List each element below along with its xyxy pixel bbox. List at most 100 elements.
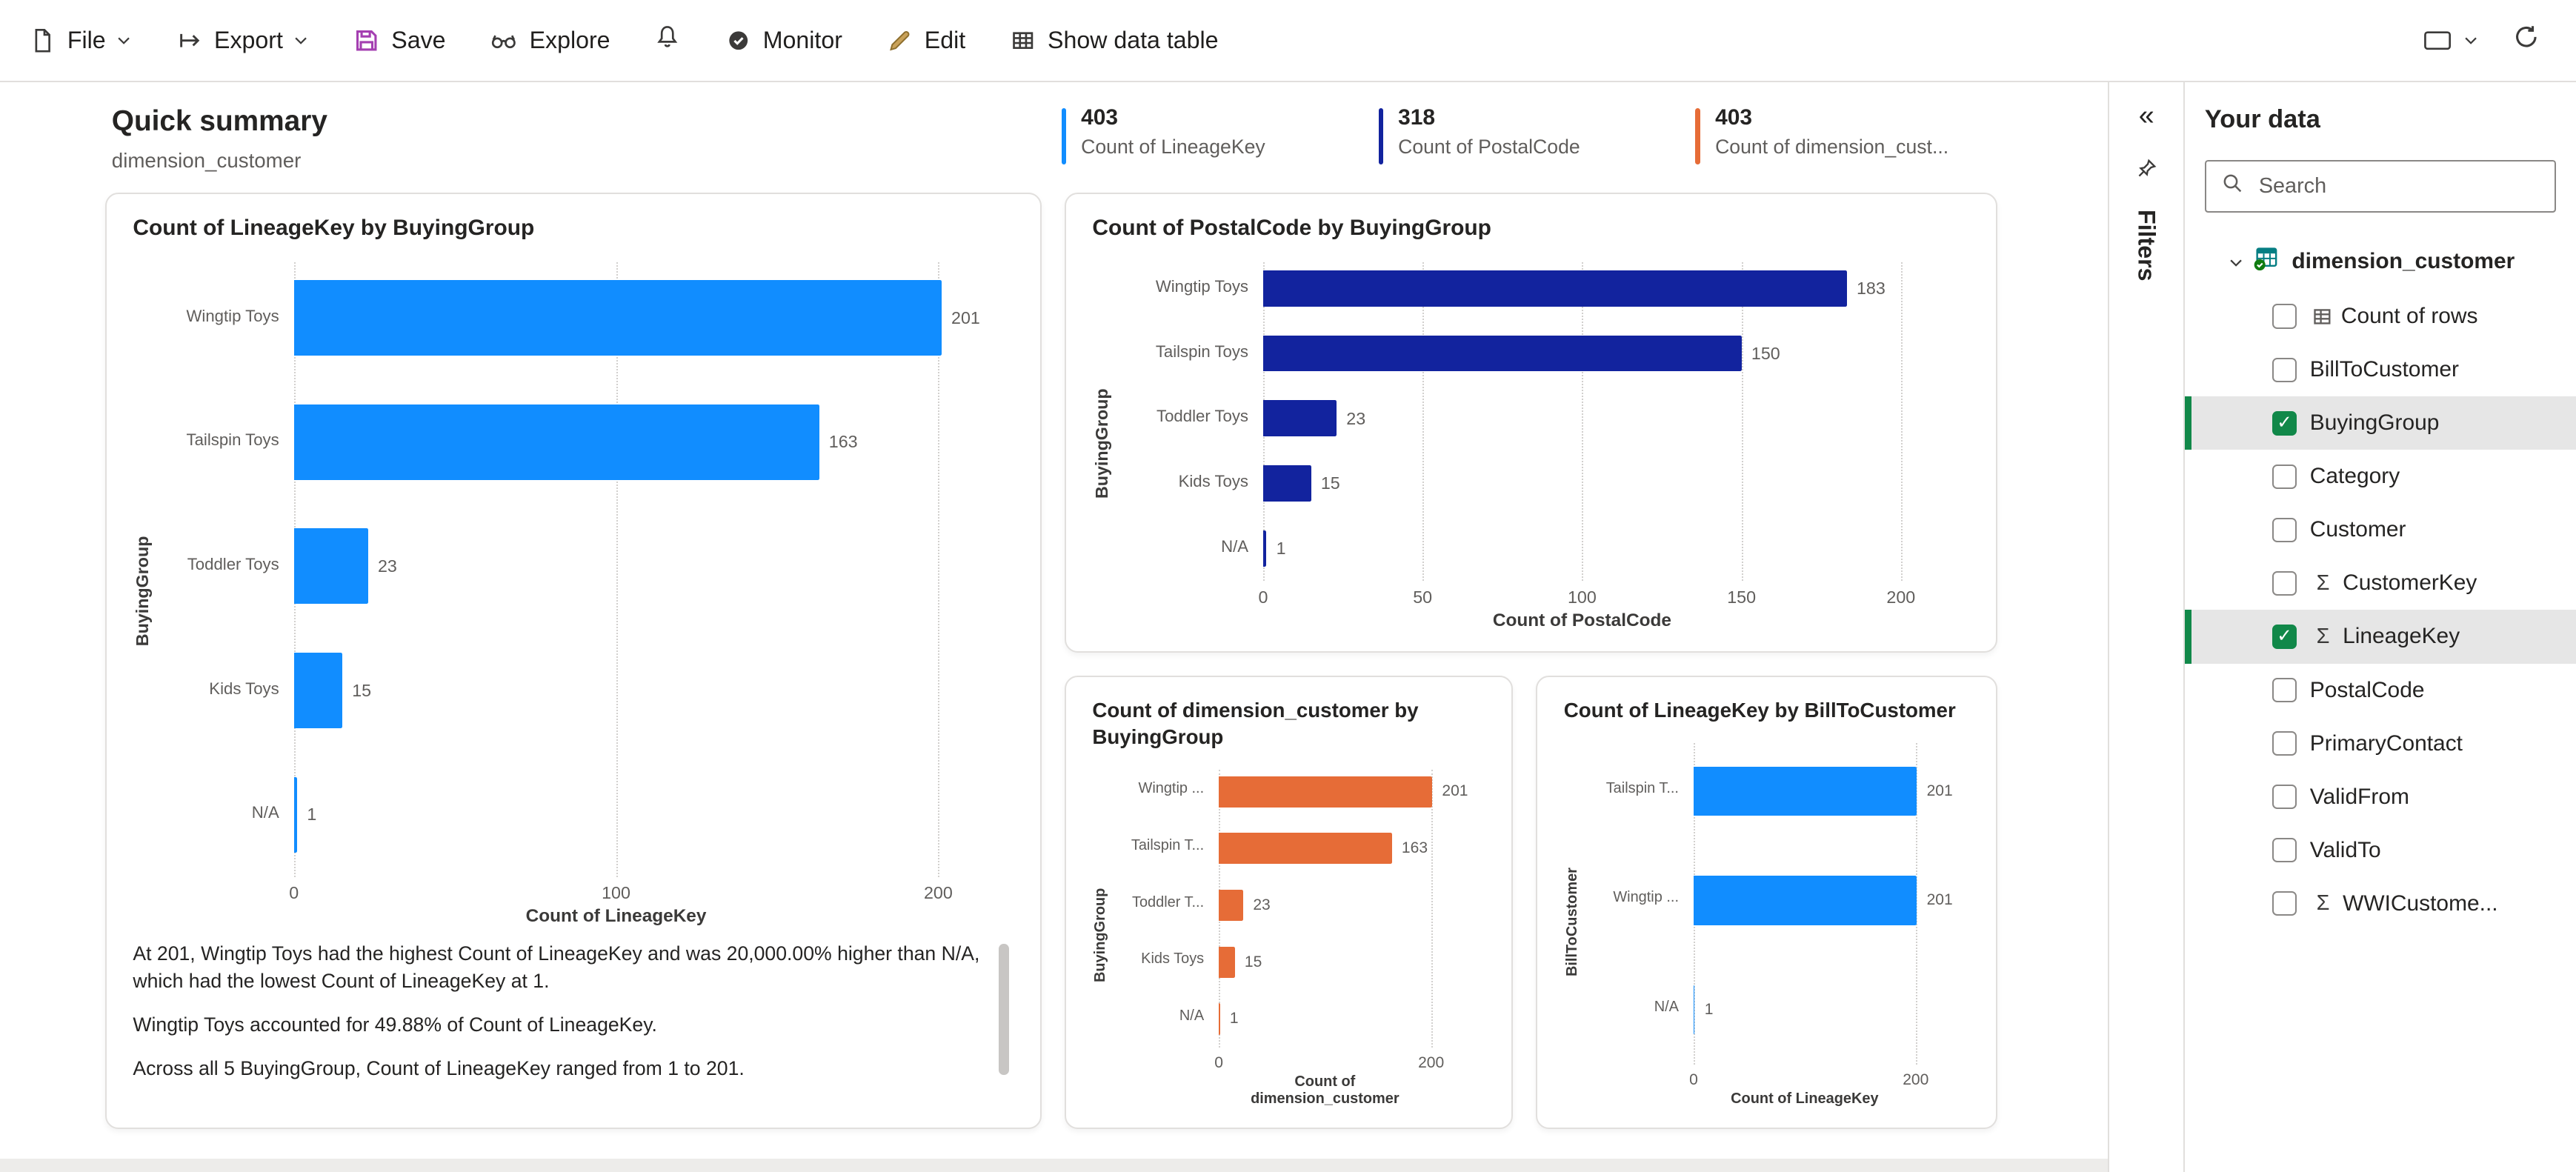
edit-button[interactable]: Edit bbox=[887, 27, 965, 54]
field-row-buyinggroup[interactable]: ✓ BuyingGroup bbox=[2185, 396, 2576, 450]
field-row-customerkey[interactable]: Σ CustomerKey bbox=[2185, 556, 2576, 610]
field-row-postalcode[interactable]: PostalCode bbox=[2185, 664, 2576, 717]
sigma-icon: Σ bbox=[2316, 624, 2330, 648]
explore-button[interactable]: Explore bbox=[490, 27, 610, 54]
bar-tailspin-t[interactable] bbox=[1693, 766, 1917, 816]
category-label-tailspin-toys: Tailspin Toys bbox=[186, 430, 279, 450]
insight-text: At 201, Wingtip Toys had the highest Cou… bbox=[133, 942, 980, 992]
pin-icon[interactable] bbox=[2135, 156, 2158, 187]
field-row-validfrom[interactable]: ValidFrom bbox=[2185, 770, 2576, 824]
notifications-button[interactable] bbox=[654, 24, 680, 56]
value-label: 150 bbox=[1751, 343, 1780, 363]
x-axis: 0 200 bbox=[1214, 1048, 1444, 1072]
stat-accent-bar bbox=[1378, 108, 1384, 164]
field-row-category[interactable]: Category bbox=[2185, 450, 2576, 503]
save-button[interactable]: Save bbox=[353, 27, 446, 54]
value-label: 1 bbox=[1276, 539, 1286, 559]
pencil-icon bbox=[887, 27, 913, 53]
checkbox-validfrom[interactable] bbox=[2272, 785, 2297, 810]
field-row-count-of-rows[interactable]: Count of rows bbox=[2185, 290, 2576, 343]
checkbox-postalcode[interactable] bbox=[2272, 677, 2297, 703]
monitor-button[interactable]: Monitor bbox=[725, 27, 842, 54]
bar-tailspin-toys[interactable] bbox=[1262, 335, 1742, 372]
field-label: Category bbox=[2309, 464, 2400, 489]
stat-count-of-dimension-customer[interactable]: 403 Count of dimension_cust... bbox=[1695, 105, 1999, 164]
gridline bbox=[1741, 262, 1743, 582]
gridline bbox=[1431, 770, 1433, 1048]
export-label: Export bbox=[214, 26, 283, 53]
bar-wingtip[interactable] bbox=[1693, 876, 1917, 925]
value-label: 23 bbox=[1253, 896, 1271, 913]
bar-wingtip-toys[interactable] bbox=[1262, 270, 1847, 307]
y-axis-title: BillToCustomer bbox=[1563, 868, 1580, 977]
selection-accent-bar bbox=[2185, 664, 2191, 717]
field-row-wwicustome[interactable]: Σ WWICustome... bbox=[2185, 877, 2576, 930]
checkbox-buyinggroup[interactable]: ✓ bbox=[2272, 410, 2297, 436]
tick-label: 200 bbox=[923, 883, 953, 903]
category-label-n-a: N/A bbox=[251, 803, 279, 822]
value-label: 23 bbox=[377, 556, 397, 576]
file-button[interactable]: File bbox=[30, 27, 132, 54]
checkbox-customerkey[interactable] bbox=[2272, 570, 2297, 596]
category-label-n-a: N/A bbox=[1221, 536, 1249, 556]
bar-wingtip-toys[interactable] bbox=[293, 280, 942, 356]
checkbox-count-of-rows[interactable] bbox=[2272, 304, 2297, 329]
y-axis-title: BuyingGroup bbox=[1092, 888, 1109, 983]
gridline bbox=[616, 262, 618, 877]
bar-toddler-toys[interactable] bbox=[1262, 400, 1337, 437]
horizontal-scrollbar[interactable] bbox=[0, 1159, 2109, 1172]
field-row-lineagekey[interactable]: ✓ Σ LineageKey bbox=[2185, 610, 2576, 664]
view-switcher-button[interactable] bbox=[2422, 27, 2480, 53]
value-label: 1 bbox=[307, 805, 317, 825]
search-input[interactable] bbox=[2255, 172, 2540, 201]
stat-count-of-postalcode[interactable]: 318 Count of PostalCode bbox=[1378, 105, 1683, 164]
field-row-customer[interactable]: Customer bbox=[2185, 503, 2576, 556]
card-lineagekey-by-billtocustomer: Count of LineageKey by BillToCustomer Bi… bbox=[1536, 675, 1998, 1129]
checkbox-wwicustome[interactable] bbox=[2272, 891, 2297, 916]
bar-n-a[interactable] bbox=[293, 776, 298, 853]
show-data-table-button[interactable]: Show data table bbox=[1010, 27, 1219, 54]
category-label-toddler-toys: Toddler Toys bbox=[187, 554, 279, 573]
summary-header: Quick summary dimension_customer 403 Coun… bbox=[0, 82, 2108, 173]
export-button[interactable]: Export bbox=[176, 27, 309, 54]
field-row-primarycontact[interactable]: PrimaryContact bbox=[2185, 717, 2576, 770]
value-label: 201 bbox=[1926, 891, 1953, 909]
refresh-button[interactable] bbox=[2512, 23, 2540, 58]
bar-kids-toys[interactable] bbox=[293, 653, 342, 729]
file-icon bbox=[30, 27, 56, 53]
bar-wingtip[interactable] bbox=[1219, 776, 1433, 808]
bar-n-a[interactable] bbox=[1262, 530, 1267, 567]
field-row-billtocustomer[interactable]: BillToCustomer bbox=[2185, 343, 2576, 396]
charts-grid: Count of LineageKey by BuyingGroup Buyin… bbox=[0, 173, 2108, 1129]
bar-kids-toys[interactable] bbox=[1219, 946, 1235, 978]
insights-scrollbar[interactable] bbox=[999, 943, 1009, 1076]
bar-tailspin-t[interactable] bbox=[1219, 833, 1392, 865]
gridline bbox=[938, 262, 940, 877]
your-data-pane: Your data dimension_customer Count of ro… bbox=[2185, 81, 2576, 1172]
chevron-down-icon[interactable] bbox=[2228, 247, 2244, 277]
bar-chart-lineagekey-by-billtocustomer: BillToCustomer Tailspin T... 201 Wingtip ..… bbox=[1564, 736, 1970, 1108]
your-data-title: Your data bbox=[2204, 104, 2320, 133]
checkbox-billtocustomer[interactable] bbox=[2272, 357, 2297, 382]
bar-kids-toys[interactable] bbox=[1262, 465, 1311, 502]
expand-filters-button[interactable]: « bbox=[2138, 99, 2154, 131]
toolbar: File Export Save Explore bbox=[0, 0, 2576, 82]
bar-toddler-toys[interactable] bbox=[293, 528, 368, 605]
chevron-down-icon bbox=[116, 32, 132, 48]
bar-toddler-t[interactable] bbox=[1219, 890, 1244, 922]
checkbox-primarycontact[interactable] bbox=[2272, 730, 2297, 756]
checkbox-validto[interactable] bbox=[2272, 838, 2297, 863]
stat-count-of-lineagekey[interactable]: 403 Count of LineageKey bbox=[1061, 105, 1365, 164]
bar-tailspin-toys[interactable] bbox=[293, 404, 819, 480]
checkbox-customer[interactable] bbox=[2272, 517, 2297, 542]
report-canvas: Quick summary dimension_customer 403 Coun… bbox=[0, 81, 2109, 1172]
table-node-dimension-customer[interactable]: dimension_customer bbox=[2205, 237, 2557, 287]
checkbox-lineagekey[interactable]: ✓ bbox=[2272, 624, 2297, 650]
selection-accent-bar bbox=[2185, 610, 2192, 664]
field-row-validto[interactable]: ValidTo bbox=[2185, 824, 2576, 877]
x-axis-title: Count of LineageKey bbox=[1731, 1091, 1879, 1108]
value-label: 201 bbox=[951, 307, 980, 327]
checkbox-category[interactable] bbox=[2272, 464, 2297, 489]
chart-title: Count of LineageKey by BuyingGroup bbox=[133, 215, 535, 240]
